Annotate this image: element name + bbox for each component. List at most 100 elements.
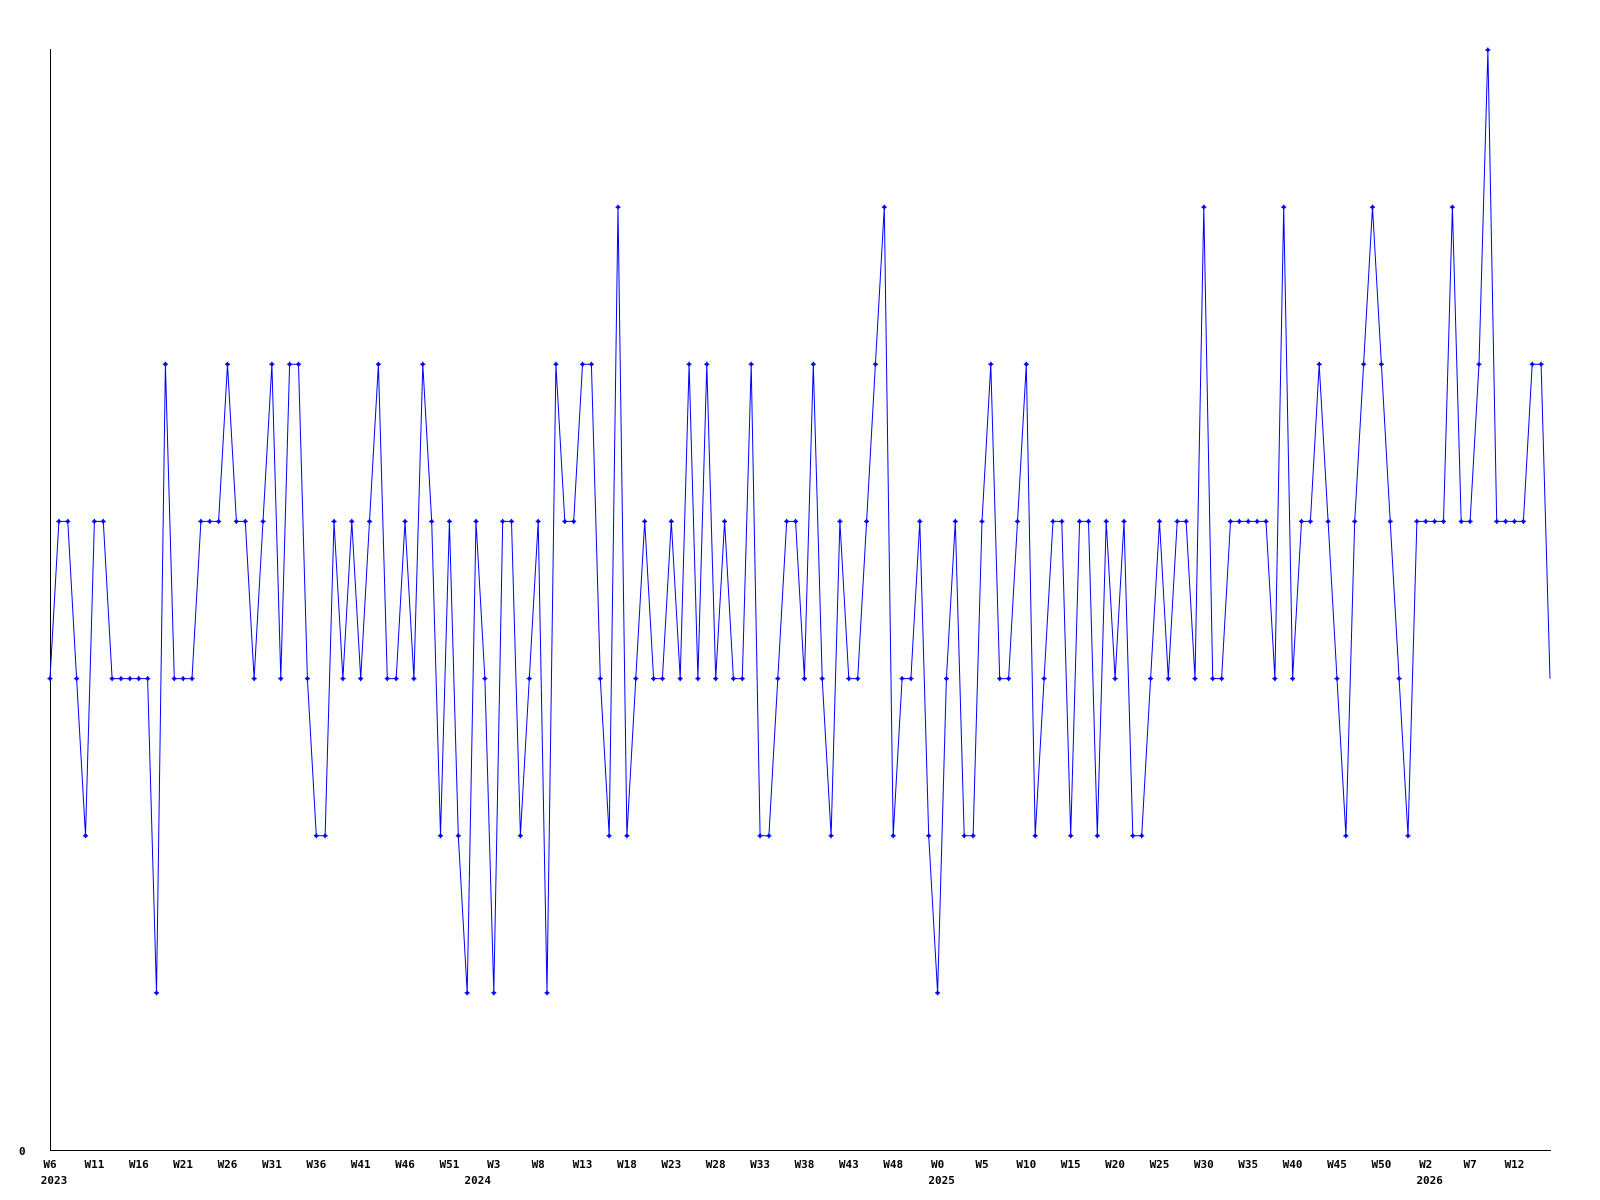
data-point [1476, 361, 1482, 367]
data-point [766, 833, 772, 839]
data-point [659, 676, 665, 682]
data-point [1529, 361, 1535, 367]
x-tick-label: W11 [84, 1158, 104, 1171]
data-point [1094, 833, 1100, 839]
data-point [1263, 518, 1269, 524]
data-point [74, 676, 80, 682]
data-point [375, 361, 381, 367]
data-point [1059, 518, 1065, 524]
data-point [171, 676, 177, 682]
data-point [695, 676, 701, 682]
x-tick-label: W15 [1061, 1158, 1081, 1171]
data-point [1520, 518, 1526, 524]
data-point [979, 518, 985, 524]
x-tick-label: W25 [1150, 1158, 1170, 1171]
data-point [1494, 518, 1500, 524]
data-point [1148, 676, 1154, 682]
data-point [553, 361, 559, 367]
data-point [109, 676, 115, 682]
data-point [828, 833, 834, 839]
data-point [1387, 518, 1393, 524]
data-point [597, 676, 603, 682]
x-tick-label: W40 [1283, 1158, 1303, 1171]
data-point [1396, 676, 1402, 682]
data-point [260, 518, 266, 524]
data-point [1503, 518, 1509, 524]
data-point [1361, 361, 1367, 367]
x-tick-label: W45 [1327, 1158, 1347, 1171]
data-point [793, 518, 799, 524]
data-point [482, 676, 488, 682]
x-tick-label: W43 [839, 1158, 859, 1171]
x-tick-label: W38 [794, 1158, 814, 1171]
data-point [722, 518, 728, 524]
x-year-label: 2024 [465, 1174, 492, 1187]
data-point [1014, 518, 1020, 524]
data-point [775, 676, 781, 682]
x-tick-label: W31 [262, 1158, 282, 1171]
data-point [349, 518, 355, 524]
x-tick-label: W0 [931, 1158, 944, 1171]
data-point [1316, 361, 1322, 367]
data-point [988, 361, 994, 367]
data-point [677, 676, 683, 682]
x-tick-labels: W6 2023 W11 W16 W21 W26 W31 W36 W41 W46 W51 W3 2024 W… [41, 1158, 1525, 1187]
data-point [1449, 204, 1455, 210]
data-point [384, 676, 390, 682]
data-point [83, 833, 89, 839]
data-point [162, 361, 168, 367]
data-point [189, 676, 195, 682]
data-point [296, 361, 302, 367]
data-point [509, 518, 515, 524]
data-point [1458, 518, 1464, 524]
data-point [517, 833, 523, 839]
data-point [1156, 518, 1162, 524]
data-point [881, 204, 887, 210]
x-tick-label: W20 [1105, 1158, 1125, 1171]
data-point [713, 676, 719, 682]
data-point [1068, 833, 1074, 839]
data-point [890, 833, 896, 839]
data-point [961, 833, 967, 839]
data-point [748, 361, 754, 367]
data-point [473, 518, 479, 524]
data-point [562, 518, 568, 524]
data-point [242, 518, 248, 524]
data-point [1334, 676, 1340, 682]
data-point [624, 833, 630, 839]
data-point [1538, 361, 1544, 367]
data-point [304, 676, 310, 682]
data-point [899, 676, 905, 682]
data-point [455, 833, 461, 839]
data-point [100, 518, 106, 524]
x-tick-label: W21 [173, 1158, 193, 1171]
data-point [1369, 204, 1375, 210]
data-point [1050, 518, 1056, 524]
data-point [446, 518, 452, 524]
data-point [313, 833, 319, 839]
data-point [47, 676, 53, 682]
x-tick-label: W16 [129, 1158, 149, 1171]
data-point [216, 518, 222, 524]
data-point [526, 676, 532, 682]
data-point [1103, 518, 1109, 524]
data-point [1281, 204, 1287, 210]
x-tick-label: W48 [883, 1158, 903, 1171]
data-point [997, 676, 1003, 682]
data-point [491, 990, 497, 996]
data-point [1006, 676, 1012, 682]
data-point [198, 518, 204, 524]
data-point [1236, 518, 1242, 524]
data-point [580, 361, 586, 367]
data-point [1343, 833, 1349, 839]
data-point [269, 361, 275, 367]
series-line [47, 47, 1551, 996]
data-point [935, 990, 941, 996]
x-tick-label: W23 [661, 1158, 681, 1171]
data-point [1121, 518, 1127, 524]
data-point [784, 518, 790, 524]
data-point [1130, 833, 1136, 839]
data-point [1414, 518, 1420, 524]
data-point [1272, 676, 1278, 682]
